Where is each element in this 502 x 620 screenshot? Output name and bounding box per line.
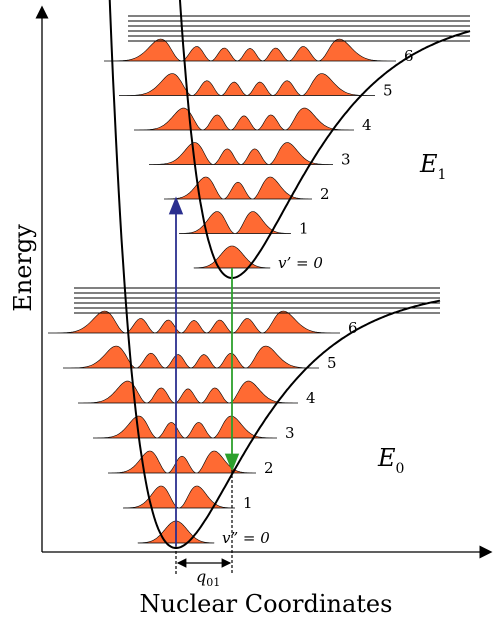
x-axis-label: Nuclear Coordinates [140, 590, 393, 618]
wavefunction-shape [48, 310, 340, 334]
level-label: 3 [285, 424, 295, 442]
upper_state-level-0: v’ = 0 [193, 245, 323, 272]
lower_state-level-1: 1 [123, 485, 253, 512]
level-label: 6 [348, 319, 358, 337]
level-label: 1 [299, 220, 309, 238]
level-label: 5 [383, 82, 393, 100]
wavefunction-shape [164, 176, 312, 200]
lower_state-level-6: 6 [48, 310, 358, 337]
level-label: v” = 0 [222, 529, 270, 547]
level-label: 4 [362, 116, 372, 134]
upper_state-level-6: 6 [104, 38, 414, 65]
wavefunction-shape [193, 245, 271, 269]
y-axis-label: Energy [9, 224, 37, 312]
wavefunction-shape [134, 107, 354, 131]
lower_state-level-4: 4 [78, 380, 316, 407]
wavefunction-shape [104, 38, 396, 62]
wavefunction-shape [63, 345, 319, 369]
lower_state-level-5: 5 [63, 345, 337, 372]
level-label: 1 [243, 494, 253, 512]
lower_state-level-2: 2 [108, 450, 274, 477]
level-label: 2 [264, 459, 274, 477]
level-label: v’ = 0 [278, 254, 323, 272]
level-label: 4 [306, 389, 316, 407]
upper_state-level-5: 5 [119, 73, 393, 100]
wavefunction-shape [78, 380, 298, 404]
q01-label: q01 [196, 567, 220, 589]
level-label: 5 [327, 354, 337, 372]
upper-potential-curve [178, 0, 471, 280]
upper_state-level-4: 4 [134, 107, 372, 134]
wavefunction-shape [149, 142, 333, 165]
lower-potential-curve [108, 0, 441, 549]
wavefunction-shape [119, 73, 375, 96]
wavefunction-shape [93, 415, 277, 439]
wavefunction-shape [179, 211, 291, 234]
level-label: 2 [320, 185, 330, 203]
upper-state-label: E1 [419, 150, 446, 183]
level-label: 3 [341, 151, 351, 169]
lower-state-label: E0 [377, 444, 404, 477]
lower_state-level-0: v” = 0 [137, 520, 270, 547]
upper_state-level-2: 2 [164, 176, 330, 203]
upper_state-level-1: 1 [179, 211, 309, 238]
